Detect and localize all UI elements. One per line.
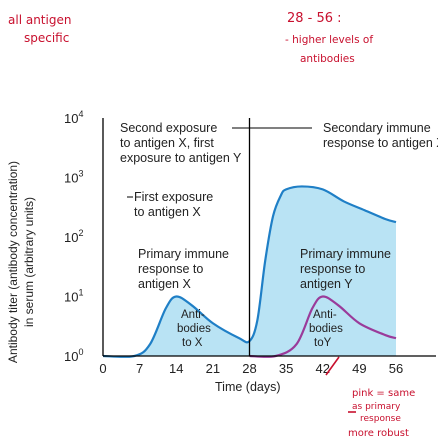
label-primary-y: Primary immune response to antigen Y: [300, 247, 391, 291]
y-tick-exponent: 2: [78, 228, 83, 238]
note-line: - higher levels of: [285, 34, 373, 46]
x-tick-label: 7: [136, 361, 143, 376]
x-tick-label: 49: [352, 361, 366, 376]
note-line: more robust: [348, 428, 409, 438]
label-line: bodies: [309, 323, 343, 335]
y-axis-title-2: in serum (arbitrary units): [22, 197, 36, 327]
label-line: Anti-: [313, 309, 337, 321]
y-tick-label: 104: [64, 109, 83, 126]
x-tick-label: 0: [99, 361, 106, 376]
y-tick-exponent: 3: [78, 169, 83, 179]
note-line: all antigen: [8, 13, 71, 27]
note-top-right: 28 - 56 : - higher levels of antibodies: [285, 11, 373, 65]
antibodies-x-area: [103, 186, 396, 357]
y-tick-label: 100: [64, 347, 83, 364]
label-line: exposure to antigen Y: [120, 151, 242, 165]
label-line: to antigen X: [134, 205, 201, 219]
x-tick-label: 56: [389, 361, 403, 376]
label-line: Anti-: [181, 309, 205, 321]
label-line: to antigen X, first: [120, 136, 214, 150]
label-primary-x: Primary immune response to antigen X: [138, 247, 229, 291]
label-line: bodies: [177, 323, 211, 335]
y-axis-title-line1: Antibody titer (antibody concentration): [6, 161, 20, 363]
label-antibodies-y: Anti- bodies toY: [309, 309, 343, 349]
label-line: antigen X: [138, 277, 191, 291]
y-tick-label: 103: [64, 169, 83, 186]
plot-area: [102, 118, 436, 358]
note-bottom-right: pink = same as primary response more rob…: [348, 388, 415, 438]
y-axis-title-line2: in serum (arbitrary units): [22, 197, 36, 327]
x-tick-label: 35: [279, 361, 293, 376]
x-tick-label: 21: [206, 361, 220, 376]
antibodies-y-curve: [249, 295, 397, 358]
y-tick-exponent: 0: [78, 347, 83, 357]
note-line: as primary: [352, 402, 401, 412]
note-line: antibodies: [300, 53, 355, 65]
x-tick-label: 28: [242, 361, 256, 376]
note-line: specific: [24, 31, 69, 45]
antibodies-x-curve: [102, 185, 397, 358]
y-tick-label: 102: [64, 228, 83, 245]
label-first-exposure: First exposure to antigen X: [127, 190, 213, 219]
label-line: Primary immune: [138, 247, 229, 261]
note-line: pink = same: [352, 388, 415, 399]
x-ticks: 0 7 14 21 28 35 42 49 56: [99, 361, 403, 376]
note-line: 28 - 56 :: [287, 11, 342, 26]
note-line: response: [360, 414, 401, 424]
note-top-left: all antigen specific: [8, 13, 71, 45]
y-tick-exponent: 4: [78, 109, 83, 119]
y-tick-label: 101: [64, 288, 83, 305]
y-axis-title: Antibody titer (antibody concentration): [6, 161, 20, 363]
label-line: toY: [314, 337, 332, 349]
x-axis-title: Time (days): [215, 380, 281, 394]
label-line: antigen Y: [300, 277, 353, 291]
label-secondary-response: Secondary immune response to antigen X: [323, 121, 438, 150]
label-line: Primary immune: [300, 247, 391, 261]
label-line: to X: [182, 337, 203, 349]
y-tick-exponent: 1: [78, 288, 83, 298]
label-line: response to: [300, 262, 365, 276]
x-tick-label: 42: [316, 361, 330, 376]
label-line: Secondary immune: [323, 121, 431, 135]
note-bracket: [325, 356, 340, 376]
label-line: response to antigen X: [323, 136, 438, 150]
label-line: response to: [138, 262, 203, 276]
label-line: Second exposure: [120, 121, 217, 135]
label-antibodies-x: Anti- bodies to X: [177, 309, 211, 349]
label-line: First exposure: [134, 190, 213, 204]
x-tick-label: 14: [169, 361, 183, 376]
label-second-exposure: Second exposure to antigen X, first expo…: [120, 121, 312, 165]
